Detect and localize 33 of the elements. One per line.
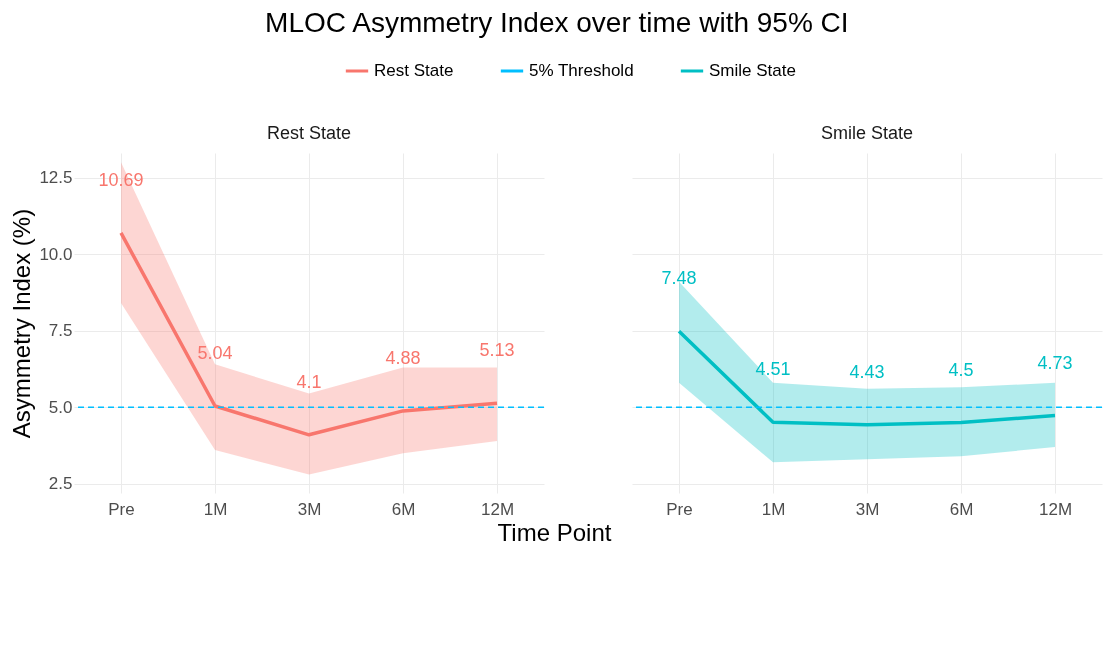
y-axis-title: Asymmetry Index (%) xyxy=(8,208,36,439)
x-tick-label: Pre xyxy=(666,499,693,519)
x-tick-label: 6M xyxy=(391,499,416,519)
x-tick-label: 6M xyxy=(949,499,974,519)
x-tick-label: 12M xyxy=(480,499,515,519)
x-axis-title: Time Point xyxy=(497,518,612,546)
x-tick-label: 3M xyxy=(855,499,880,519)
data-label: 7.48 xyxy=(661,268,697,289)
chart-subtitle: Smile State xyxy=(820,123,914,143)
chart-title: MLOC Asymmetry Index over time with 95% CI xyxy=(265,7,849,38)
data-label: 4.1 xyxy=(296,371,322,392)
legend-label: Rest State xyxy=(374,61,454,80)
data-label: 5.04 xyxy=(197,343,233,364)
data-label: 4.5 xyxy=(948,359,974,380)
data-label: 10.69 xyxy=(98,169,144,190)
x-tick-label: 1M xyxy=(203,499,228,519)
legend-label: Smile State xyxy=(709,61,796,80)
y-tick-label: 7.5 xyxy=(48,321,73,341)
data-label: 4.43 xyxy=(849,361,885,382)
y-tick-label: 12.5 xyxy=(39,168,73,187)
y-tick-label: 5.0 xyxy=(48,397,73,417)
data-label: 4.73 xyxy=(1037,352,1073,373)
x-tick-label: 3M xyxy=(297,499,322,519)
x-tick-label: 1M xyxy=(761,499,786,519)
data-label: 4.51 xyxy=(755,359,791,380)
chart-subtitle: Rest State xyxy=(266,123,352,143)
x-tick-label: 12M xyxy=(1038,499,1073,519)
data-label: 5.13 xyxy=(479,340,515,361)
data-label: 4.88 xyxy=(385,347,421,368)
y-tick-label: 2.5 xyxy=(48,474,73,494)
legend-label: 5% Threshold xyxy=(529,61,634,80)
y-tick-label: 10.0 xyxy=(39,244,73,264)
x-tick-label: Pre xyxy=(108,499,135,519)
